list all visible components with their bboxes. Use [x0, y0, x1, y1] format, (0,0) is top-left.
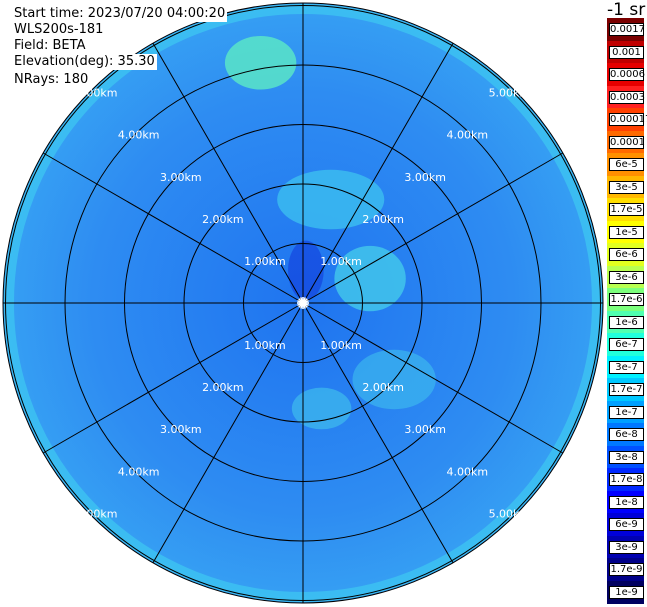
colorbar-tick-label: 1.7e-7	[609, 383, 644, 397]
colorbar-tick-label: 0.0006	[609, 68, 645, 82]
ring-label: 2.00km	[202, 213, 244, 226]
ring-label: 2.00km	[202, 381, 244, 394]
ring-label: 5.00km	[489, 87, 531, 100]
ring-label: 3.00km	[160, 423, 202, 436]
azimuth-spoke	[302, 42, 454, 304]
ring-label: 1.00km	[320, 255, 362, 268]
ring-label: 5.00km	[76, 87, 118, 100]
colorbar-tick-label: 1.7e-9	[609, 563, 644, 577]
azimuth-spoke	[42, 152, 304, 304]
colorbar: 0.0017 0.001 0.0006 0.0003 0.00017 0.0001 6e-5…	[607, 18, 647, 604]
colorbar-tick-label: 1e-5	[609, 225, 644, 239]
colorbar-tick-label: 1e-7	[609, 405, 644, 419]
center-marker	[297, 300, 309, 306]
colorbar-tick-label: 3e-8	[609, 450, 644, 464]
colorbar-tick-label: 1.7e-6	[609, 293, 644, 307]
colorbar-tick-label: 0.001	[609, 45, 644, 59]
ring-label: 1.00km	[320, 339, 362, 352]
signal-region-1	[224, 35, 297, 90]
colorbar-tick-label: 1e-8	[609, 495, 644, 509]
signal-region-4	[291, 387, 352, 430]
ring-label: 2.00km	[362, 213, 404, 226]
ring-label: 3.00km	[404, 171, 446, 184]
colorbar-tick-label: 6e-5	[609, 158, 644, 172]
signal-region-2	[334, 245, 406, 312]
ring-label: 4.00km	[118, 129, 160, 142]
colorbar-tick-label: 3e-9	[609, 540, 644, 554]
colorbar-tick-label: 1.7e-8	[609, 473, 644, 487]
azimuth-spoke	[302, 302, 454, 564]
start-time-label: Start time: 2023/07/20 04:00:20	[12, 6, 228, 22]
device-label: WLS200s-181	[12, 22, 106, 38]
colorbar-tick-label: 0.0003	[609, 90, 645, 104]
signal-region-5	[288, 240, 324, 301]
colorbar-tick-label: 6e-6	[609, 248, 644, 262]
colorbar-tick-label: 1e-9	[609, 585, 644, 599]
ring-label: 4.00km	[447, 465, 489, 478]
ring-label: 5.00km	[76, 507, 118, 520]
azimuth-spoke	[152, 302, 304, 564]
azimuth-spoke	[302, 152, 564, 304]
ring-label: 1.00km	[244, 339, 286, 352]
azimuth-spoke	[152, 42, 304, 304]
ring-label: 2.00km	[362, 381, 404, 394]
colorbar-unit-label: -1 sr	[607, 0, 646, 20]
colorbar-tick-label: 0.0017	[609, 23, 645, 37]
ring-label: 4.00km	[447, 129, 489, 142]
ring-label: 3.00km	[160, 171, 202, 184]
colorbar-tick-label: 3e-7	[609, 360, 644, 374]
colorbar-tick-label: 6e-8	[609, 428, 644, 442]
colorbar-tick-label: 6e-9	[609, 518, 644, 532]
azimuth-spoke	[42, 302, 304, 454]
ring-label: 3.00km	[404, 423, 446, 436]
ring-label: 5.00km	[489, 507, 531, 520]
ppi-plot: 1.00km 1.00km 1.00km 1.00km 2.00km 2.00km 2.00…	[2, 2, 604, 604]
colorbar-tick-label: 0.00017	[609, 113, 647, 127]
azimuth-spoke	[302, 302, 564, 454]
colorbar-tick-label: 0.0001	[609, 135, 645, 149]
colorbar-tick-label: 3e-5	[609, 180, 644, 194]
colorbar-tick-label: 1.7e-5	[609, 203, 644, 217]
ring-label: 4.00km	[118, 465, 160, 478]
elevation-label: Elevation(deg): 35.30	[12, 54, 157, 70]
colorbar-tick-label: 3e-6	[609, 270, 644, 284]
colorbar-tick-label: 6e-7	[609, 338, 644, 352]
field-label: Field: BETA	[12, 38, 88, 54]
signal-region-0	[277, 169, 385, 230]
ring-label: 1.00km	[244, 255, 286, 268]
colorbar-tick-label: 1e-6	[609, 315, 644, 329]
nrays-label: NRays: 180	[12, 72, 91, 88]
